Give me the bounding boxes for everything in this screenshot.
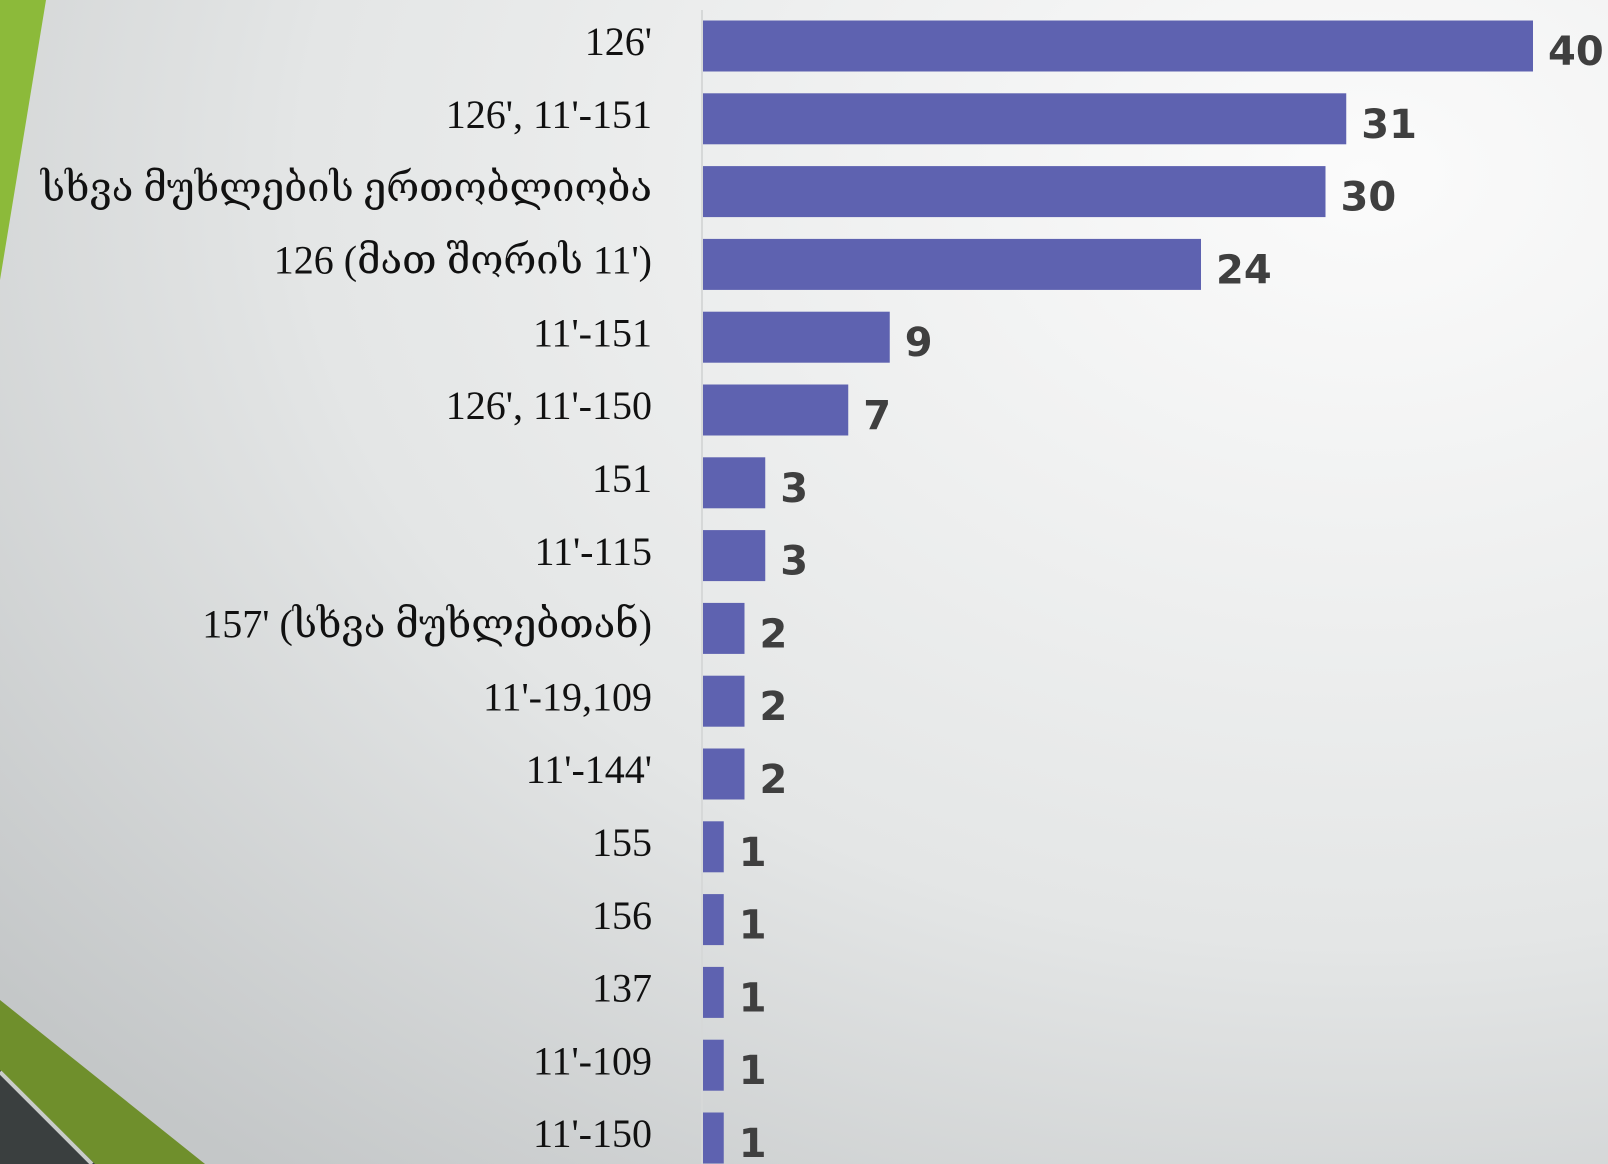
category-label: 11'-109 [533, 1038, 652, 1083]
data-label: 3 [780, 466, 808, 512]
category-label: 155 [592, 820, 652, 865]
bar [703, 93, 1347, 145]
bar [703, 821, 724, 873]
bar [703, 530, 766, 582]
bar [703, 20, 1533, 72]
category-label: 126 (მათ შორის 11') [274, 238, 652, 283]
data-label: 7 [863, 393, 891, 439]
bar [703, 675, 745, 727]
category-label: 11'-144' [526, 747, 652, 792]
data-label: 9 [905, 320, 933, 366]
category-label: 11'-115 [534, 529, 652, 574]
category-label: 11'-151 [533, 310, 652, 355]
bar [703, 1112, 724, 1164]
data-label: 2 [760, 757, 788, 803]
data-label: 31 [1361, 102, 1417, 148]
data-label: 40 [1548, 29, 1604, 75]
category-label: 157' (სხვა მუხლებთან) [202, 602, 652, 647]
category-label: 11'-19,109 [483, 674, 652, 719]
bar [703, 894, 724, 946]
data-label: 1 [739, 1048, 767, 1094]
bar [703, 602, 745, 654]
data-label: 1 [739, 830, 767, 876]
bar [703, 966, 724, 1018]
data-label: 30 [1341, 175, 1397, 221]
bar [703, 457, 766, 509]
category-label: სხვა მუხლების ერთობლიობა [40, 165, 652, 210]
decor-line [0, 1070, 94, 1164]
bar [703, 1039, 724, 1091]
category-label: 151 [592, 456, 652, 501]
data-label: 1 [739, 975, 767, 1021]
category-label: 11'-150 [533, 1111, 652, 1156]
bar [703, 238, 1201, 290]
bar [703, 384, 849, 436]
data-label: 1 [739, 1121, 767, 1164]
data-label: 2 [760, 684, 788, 730]
bar [703, 748, 745, 800]
category-label: 126' [585, 19, 652, 64]
data-label: 3 [780, 539, 808, 585]
data-label: 24 [1216, 247, 1272, 293]
data-label: 2 [760, 611, 788, 657]
decor-stripe [0, 0, 46, 280]
bar [703, 311, 890, 363]
bar [703, 166, 1326, 218]
category-label: 126', 11'-150 [446, 383, 652, 428]
data-label: 1 [739, 903, 767, 949]
category-label: 156 [592, 893, 652, 938]
category-label: 126', 11'-151 [446, 92, 652, 137]
category-label: 137 [592, 966, 652, 1011]
